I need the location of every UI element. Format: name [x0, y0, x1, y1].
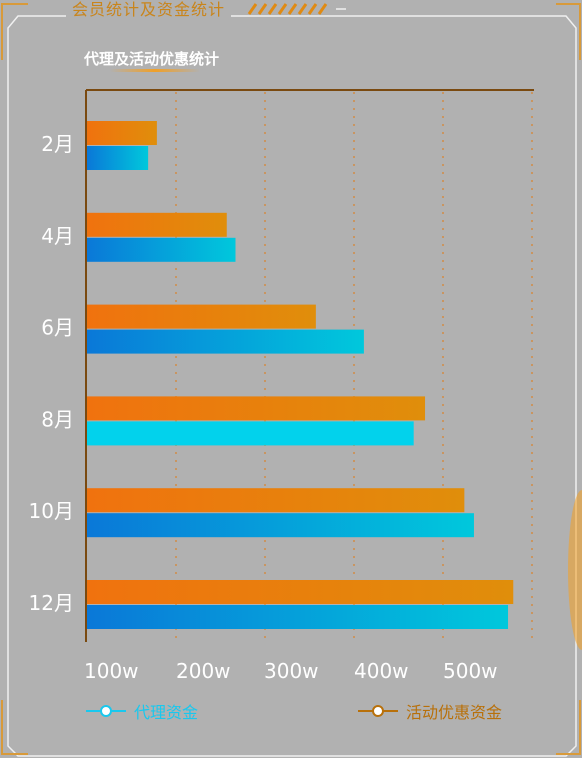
- category-label: 12月: [29, 591, 74, 615]
- legend-promo-marker-icon: [358, 704, 398, 718]
- bar-promo: [87, 396, 426, 421]
- bar-promo: [87, 304, 316, 329]
- x-tick-label: 500w: [443, 659, 498, 683]
- bar-promo: [87, 212, 227, 237]
- legend-promo-label: 活动优惠资金: [406, 703, 503, 722]
- title-stripes: [247, 3, 328, 15]
- bar-agent: [87, 237, 236, 262]
- category-label: 4月: [41, 224, 74, 248]
- chart-title-underline: [110, 69, 200, 72]
- bar-promo: [87, 488, 465, 513]
- legend-agent[interactable]: 代理资金: [86, 700, 198, 722]
- x-tick-label: 300w: [264, 659, 319, 683]
- bar-agent: [87, 605, 509, 629]
- bar-agent: [87, 421, 414, 446]
- bar-agent: [87, 146, 149, 170]
- bar-promo: [87, 580, 514, 604]
- legend-agent-label: 代理资金: [134, 703, 199, 722]
- x-tick-label: 100w: [84, 659, 139, 683]
- category-label: 6月: [41, 316, 74, 340]
- panel-title: 会员统计及资金统计: [66, 0, 232, 20]
- bar-agent: [87, 513, 474, 538]
- bar-agent: [87, 329, 364, 354]
- x-tick-label: 200w: [176, 659, 231, 683]
- bar-promo: [87, 121, 157, 145]
- legend-promo[interactable]: 活动优惠资金: [358, 700, 502, 722]
- chart-title: 代理及活动优惠统计: [84, 50, 220, 68]
- legend-agent-marker-icon: [86, 704, 126, 718]
- x-tick-label: 400w: [354, 659, 409, 683]
- category-label: 10月: [29, 499, 74, 523]
- category-label: 2月: [41, 132, 74, 156]
- category-label: 8月: [41, 407, 74, 431]
